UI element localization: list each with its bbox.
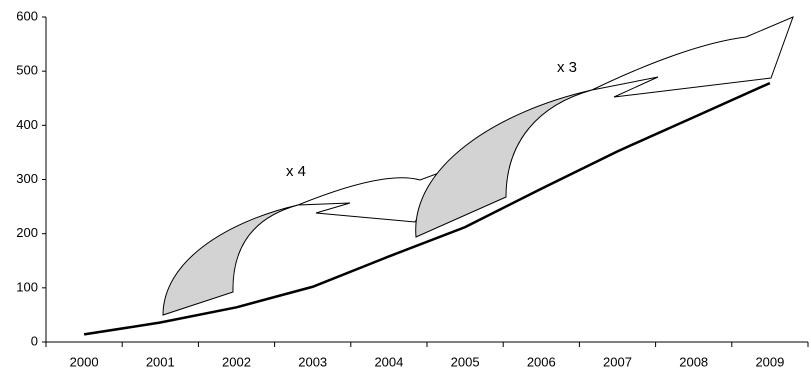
x-tick-label: 2001 xyxy=(146,354,175,369)
growth-arrow xyxy=(416,17,793,237)
y-tick-label: 600 xyxy=(16,8,38,23)
y-tick-label: 200 xyxy=(16,225,38,240)
growth-arrow xyxy=(163,170,447,315)
y-tick-label: 0 xyxy=(31,333,38,348)
x-tick-label: 2009 xyxy=(755,354,784,369)
y-tick-label: 400 xyxy=(16,117,38,132)
chart: x 4 x 3 0 100 200 300 400 500 600 2000 2001 2002 2… xyxy=(0,0,811,373)
x-tick-label: 2008 xyxy=(679,354,708,369)
x-tick-label: 2007 xyxy=(603,354,632,369)
x-tick-label: 2005 xyxy=(451,354,480,369)
arrow-body xyxy=(416,90,592,237)
arrow-body xyxy=(163,205,298,315)
annotation: x 4 xyxy=(286,163,306,180)
x-tick-label: 2002 xyxy=(222,354,251,369)
x-tick-label: 2000 xyxy=(70,354,99,369)
annotation: x 3 xyxy=(557,59,577,76)
x-tick-label: 2004 xyxy=(374,354,403,369)
x-tick-label: 2003 xyxy=(298,354,327,369)
x-tick-label: 2006 xyxy=(527,354,556,369)
y-tick-label: 300 xyxy=(16,171,38,186)
y-tick-label: 100 xyxy=(16,279,38,294)
y-tick-label: 500 xyxy=(16,63,38,78)
